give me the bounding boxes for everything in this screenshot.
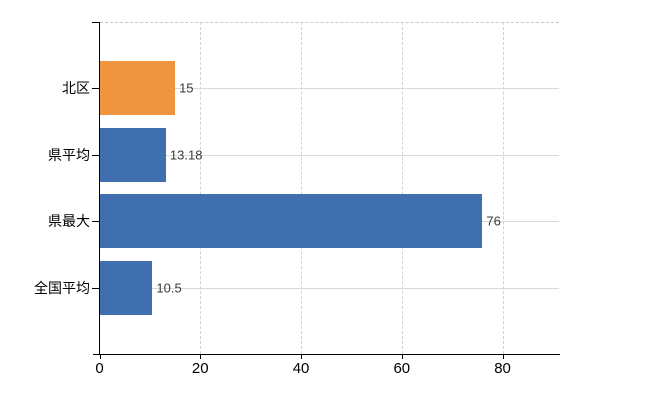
gridline-vertical (200, 22, 202, 354)
gridline-horizontal (99, 154, 559, 156)
bar-value-label: 13.18 (169, 147, 203, 163)
x-tick-label: 80 (494, 360, 511, 377)
bar (99, 61, 176, 116)
category-label: 県平均 (48, 146, 90, 163)
plot-top-border (99, 22, 559, 23)
bar (99, 260, 153, 315)
y-axis-tick (92, 221, 99, 223)
x-tick-label: 0 (95, 360, 104, 377)
x-axis-tick (99, 354, 101, 359)
x-axis-line (93, 354, 560, 355)
category-label: 県最大 (48, 213, 90, 230)
x-tick-label: 20 (191, 360, 209, 377)
category-label: 北区 (62, 80, 90, 97)
bar-value-label: 15 (179, 80, 194, 96)
x-tick-label: 60 (393, 360, 411, 377)
x-axis-tick (301, 354, 303, 359)
gridline-vertical (301, 22, 303, 354)
x-axis-tick (502, 354, 504, 359)
y-axis-line (99, 22, 100, 354)
category-label: 全国平均 (34, 279, 90, 296)
y-axis-tick (92, 88, 99, 90)
bar-value-label: 10.5 (156, 280, 182, 296)
gridline-vertical (502, 22, 504, 354)
y-axis-top-tick (92, 22, 99, 23)
gridline-vertical (401, 22, 403, 354)
bar (99, 194, 483, 249)
y-axis-tick (92, 154, 99, 156)
x-axis-tick (200, 354, 202, 359)
gridline-horizontal (99, 88, 559, 90)
x-tick-label: 40 (292, 360, 310, 377)
bar-value-label: 76 (486, 213, 501, 229)
bar (99, 127, 166, 182)
y-axis-tick (92, 287, 99, 289)
x-axis-tick (401, 354, 403, 359)
gridline-horizontal (99, 287, 559, 289)
